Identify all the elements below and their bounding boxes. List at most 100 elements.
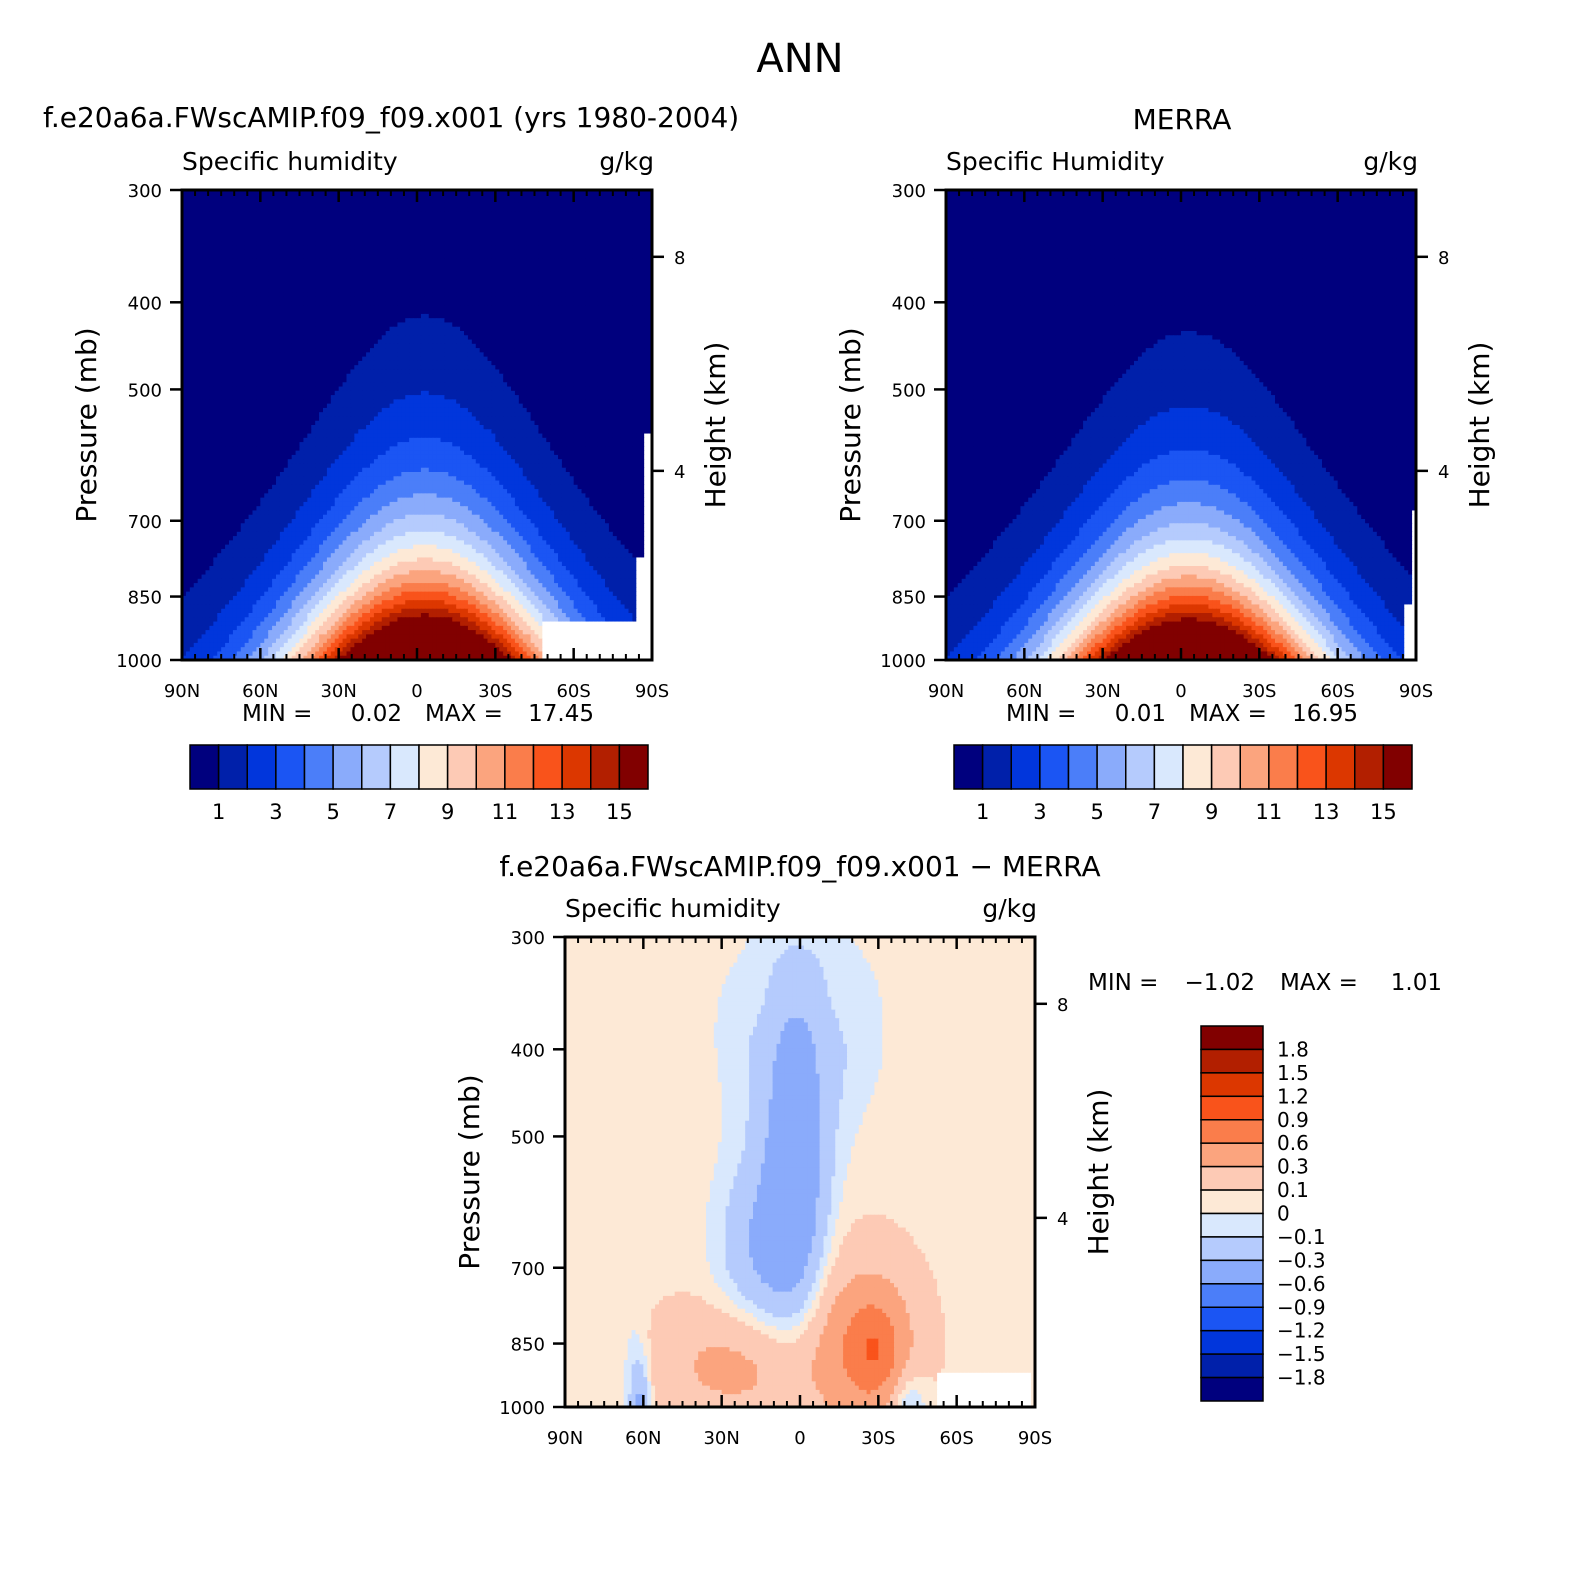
field-cell <box>393 365 399 371</box>
field-cell <box>608 266 614 272</box>
field-cell <box>370 356 375 362</box>
field-cell <box>252 207 258 212</box>
field-cell <box>640 296 645 302</box>
field-cell <box>554 318 559 324</box>
field-cell <box>393 335 399 341</box>
field-cell <box>256 254 261 259</box>
field-cell <box>319 245 324 251</box>
field-cell <box>636 245 641 251</box>
field-cell <box>648 271 652 277</box>
field-cell <box>311 301 316 306</box>
field-cell <box>385 326 391 332</box>
field-cell <box>330 339 336 345</box>
field-cell <box>366 241 371 247</box>
field-cell <box>287 198 293 204</box>
field-cell <box>272 241 277 247</box>
field-cell <box>530 237 536 242</box>
field-cell <box>370 232 375 238</box>
field-cell <box>448 266 453 272</box>
field-cell <box>330 326 336 332</box>
field-cell <box>326 249 332 255</box>
field-cell <box>569 292 575 298</box>
field-cell <box>550 245 555 251</box>
field-cell <box>522 198 528 204</box>
field-cell <box>385 365 391 371</box>
field-cell <box>440 232 446 238</box>
field-cell <box>636 271 641 277</box>
field-cell <box>518 326 524 332</box>
field-cell <box>624 301 630 306</box>
field-cell <box>240 262 246 268</box>
field-cell <box>279 305 285 311</box>
field-cell <box>295 275 301 281</box>
field-cell <box>514 271 520 277</box>
field-cell <box>256 275 261 281</box>
field-cell <box>393 228 399 234</box>
field-cell <box>542 258 547 264</box>
field-cell <box>362 352 367 358</box>
field-cell <box>370 224 375 230</box>
field-cell <box>460 232 465 238</box>
field-cell <box>534 224 540 230</box>
field-cell <box>424 288 430 294</box>
field-cell <box>432 360 438 366</box>
field-cell <box>644 305 649 311</box>
field-cell <box>346 292 352 298</box>
field-cell <box>291 266 297 272</box>
field-cell <box>279 335 285 341</box>
field-cell <box>593 249 598 255</box>
field-cell <box>385 198 391 204</box>
field-cell <box>193 194 199 200</box>
field-cell <box>546 322 551 328</box>
field-cell <box>252 301 258 306</box>
field-cell <box>244 194 250 200</box>
field-cell <box>616 348 622 353</box>
field-cell <box>648 348 652 353</box>
field-cell <box>432 241 438 247</box>
field-cell <box>518 237 524 242</box>
field-cell <box>377 365 383 371</box>
field-cell <box>393 237 399 242</box>
field-cell <box>229 190 234 195</box>
field-cell <box>460 335 465 341</box>
field-cell <box>252 211 258 217</box>
field-cell <box>573 237 579 242</box>
field-cell <box>479 207 485 212</box>
field-cell <box>491 318 496 324</box>
field-cell <box>229 258 234 264</box>
field-cell <box>276 309 281 315</box>
field-cell <box>182 326 187 332</box>
field-cell <box>401 271 406 277</box>
field-cell <box>616 271 622 277</box>
field-cell <box>358 318 363 324</box>
field-cell <box>456 292 461 298</box>
field-cell <box>401 245 406 251</box>
field-cell <box>436 326 442 332</box>
field-cell <box>565 348 571 353</box>
field-cell <box>456 318 461 324</box>
field-cell <box>213 237 218 242</box>
field-cell <box>182 288 187 294</box>
field-cell <box>193 207 199 212</box>
field-cell <box>389 254 395 259</box>
field-cell <box>366 266 371 272</box>
field-cell <box>217 339 222 345</box>
field-cell <box>256 207 261 212</box>
field-cell <box>526 313 532 319</box>
field-cell <box>507 322 512 328</box>
field-cell <box>495 190 500 195</box>
field-cell <box>311 266 316 272</box>
field-cell <box>354 331 359 336</box>
field-cell <box>338 215 344 221</box>
field-cell <box>272 301 277 306</box>
field-cell <box>354 258 359 264</box>
field-cell <box>236 266 242 272</box>
field-cell <box>550 228 555 234</box>
field-cell <box>276 360 281 366</box>
field-cell <box>495 271 500 277</box>
field-cell <box>534 326 540 332</box>
field-cell <box>420 305 426 311</box>
field-cell <box>448 232 453 238</box>
field-cell <box>405 318 410 324</box>
field-cell <box>424 194 430 200</box>
